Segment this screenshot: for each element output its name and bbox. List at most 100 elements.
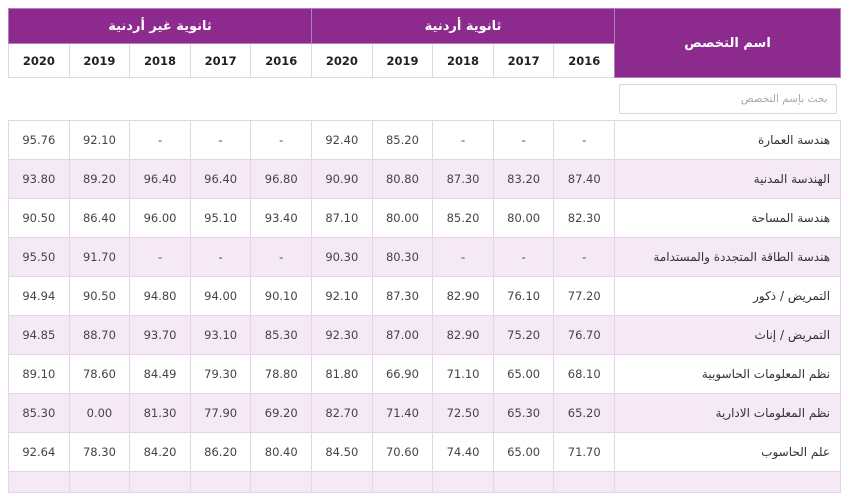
average-cell-nonjo-2018: 96.00 bbox=[129, 198, 191, 238]
average-cell-jo-2020: 84.50 bbox=[311, 432, 373, 472]
average-cell-jo-2018: 71.10 bbox=[432, 354, 494, 394]
average-cell-jo-2019: 70.60 bbox=[371, 432, 434, 472]
average-cell-jo-2019: 85.20 bbox=[371, 120, 434, 160]
table-row: علم الحاسوب 71.70 65.00 74.40 70.60 84.50 80.4… bbox=[8, 432, 842, 472]
average-cell-jo-2016: 82.30 bbox=[553, 198, 616, 238]
average-cell-jo-2016: - bbox=[553, 120, 616, 160]
average-cell-nonjo-2018: 81.30 bbox=[129, 393, 191, 433]
year-header-jo-2019: 2019 bbox=[371, 43, 434, 78]
average-cell-jo-2018: 82.90 bbox=[432, 315, 494, 355]
partial-cell bbox=[250, 471, 313, 493]
average-cell-jo-2018: 74.40 bbox=[432, 432, 494, 472]
major-name-header: اسم التخصص bbox=[614, 8, 842, 78]
year-header-jo-2020: 2020 bbox=[311, 43, 373, 78]
partial-cell bbox=[8, 471, 70, 493]
year-header-jo-2016: 2016 bbox=[553, 43, 616, 78]
average-cell-nonjo-2018: 96.40 bbox=[129, 159, 191, 199]
average-cell-nonjo-2019: 88.70 bbox=[68, 315, 131, 355]
average-cell-jo-2017: 76.10 bbox=[492, 276, 555, 316]
jordanian-group-header: ثانوية أردنية bbox=[311, 8, 616, 44]
major-name-cell: هندسة المساحة bbox=[614, 198, 842, 238]
table-row-partial bbox=[8, 471, 842, 493]
table-row: نظم المعلومات الادارية 65.20 65.30 72.50 71.… bbox=[8, 393, 842, 433]
average-cell-jo-2017: - bbox=[492, 120, 555, 160]
average-cell-jo-2019: 66.90 bbox=[371, 354, 434, 394]
major-name-cell: التمريض / إناث bbox=[614, 315, 842, 355]
average-cell-jo-2016: 68.10 bbox=[553, 354, 616, 394]
table-row: التمريض / إناث 76.70 75.20 82.90 87.00 92.30 8… bbox=[8, 315, 842, 355]
search-cell bbox=[8, 77, 841, 121]
average-cell-jo-2018: 85.20 bbox=[432, 198, 494, 238]
average-cell-jo-2020: 82.70 bbox=[311, 393, 373, 433]
average-cell-jo-2016: 65.20 bbox=[553, 393, 616, 433]
partial-cell bbox=[492, 471, 555, 493]
search-row bbox=[8, 77, 841, 121]
average-cell-jo-2020: 81.80 bbox=[311, 354, 373, 394]
average-cell-nonjo-2018: - bbox=[129, 237, 191, 277]
average-cell-jo-2019: 87.00 bbox=[371, 315, 434, 355]
table-row: هندسة العمارة - - -85.20 92.40- - -92.10 95.76 bbox=[8, 120, 842, 160]
average-cell-jo-2018: 82.90 bbox=[432, 276, 494, 316]
average-cell-jo-2017: 83.20 bbox=[492, 159, 555, 199]
average-cell-nonjo-2019: 91.70 bbox=[68, 237, 131, 277]
average-cell-nonjo-2020: 92.64 bbox=[8, 432, 70, 472]
table-row: الهندسة المدنية 87.40 83.20 87.30 80.80 90.90… bbox=[8, 159, 842, 199]
average-cell-jo-2016: 77.20 bbox=[553, 276, 616, 316]
table-row: نظم المعلومات الحاسوبية 68.10 65.00 71.10 66… bbox=[8, 354, 842, 394]
average-cell-nonjo-2016: 69.20 bbox=[250, 393, 313, 433]
year-header-nonjo-2017: 2017 bbox=[189, 43, 252, 78]
table-row: هندسة المساحة 82.30 80.00 85.20 80.00 87.10 93… bbox=[8, 198, 842, 238]
average-cell-jo-2018: - bbox=[432, 120, 494, 160]
average-cell-nonjo-2018: 84.49 bbox=[129, 354, 191, 394]
average-cell-jo-2020: 92.40 bbox=[311, 120, 373, 160]
average-cell-nonjo-2016: - bbox=[250, 237, 313, 277]
average-cell-nonjo-2018: 93.70 bbox=[129, 315, 191, 355]
average-cell-nonjo-2019: 90.50 bbox=[68, 276, 131, 316]
average-cell-nonjo-2016: 93.40 bbox=[250, 198, 313, 238]
average-cell-jo-2020: 87.10 bbox=[311, 198, 373, 238]
partial-cell bbox=[371, 471, 434, 493]
year-header-nonjo-2018: 2018 bbox=[129, 43, 191, 78]
average-cell-nonjo-2017: 77.90 bbox=[189, 393, 252, 433]
average-cell-jo-2019: 80.00 bbox=[371, 198, 434, 238]
partial-cell bbox=[311, 471, 373, 493]
average-cell-nonjo-2017: 94.00 bbox=[189, 276, 252, 316]
average-cell-nonjo-2016: 90.10 bbox=[250, 276, 313, 316]
average-cell-jo-2016: 71.70 bbox=[553, 432, 616, 472]
average-cell-jo-2017: 65.00 bbox=[492, 432, 555, 472]
major-name-cell: نظم المعلومات الادارية bbox=[614, 393, 842, 433]
average-cell-nonjo-2017: 93.10 bbox=[189, 315, 252, 355]
admission-averages-table: اسم التخصص ثانوية أردنية ثانوية غير أردن… bbox=[8, 8, 842, 493]
year-header-nonjo-2020: 2020 bbox=[8, 43, 70, 78]
average-cell-jo-2018: 87.30 bbox=[432, 159, 494, 199]
average-cell-nonjo-2020: 95.76 bbox=[8, 120, 70, 160]
average-cell-nonjo-2019: 86.40 bbox=[68, 198, 131, 238]
partial-cell bbox=[614, 471, 842, 493]
average-cell-jo-2020: 92.10 bbox=[311, 276, 373, 316]
table-row: التمريض / ذكور 77.20 76.10 82.90 87.30 92.10 9… bbox=[8, 276, 842, 316]
search-input[interactable] bbox=[618, 84, 837, 114]
average-cell-jo-2019: 80.30 bbox=[371, 237, 434, 277]
average-cell-nonjo-2020: 93.80 bbox=[8, 159, 70, 199]
average-cell-nonjo-2017: 95.10 bbox=[189, 198, 252, 238]
average-cell-nonjo-2020: 85.30 bbox=[8, 393, 70, 433]
average-cell-nonjo-2016: 96.80 bbox=[250, 159, 313, 199]
average-cell-jo-2016: 76.70 bbox=[553, 315, 616, 355]
average-cell-jo-2017: 65.30 bbox=[492, 393, 555, 433]
average-cell-nonjo-2016: 85.30 bbox=[250, 315, 313, 355]
average-cell-nonjo-2018: 84.20 bbox=[129, 432, 191, 472]
major-name-cell: الهندسة المدنية bbox=[614, 159, 842, 199]
average-cell-jo-2019: 87.30 bbox=[371, 276, 434, 316]
average-cell-nonjo-2020: 89.10 bbox=[8, 354, 70, 394]
average-cell-nonjo-2017: 79.30 bbox=[189, 354, 252, 394]
average-cell-jo-2016: - bbox=[553, 237, 616, 277]
major-name-cell: علم الحاسوب bbox=[614, 432, 842, 472]
average-cell-nonjo-2017: - bbox=[189, 237, 252, 277]
partial-cell bbox=[432, 471, 494, 493]
average-cell-nonjo-2016: 78.80 bbox=[250, 354, 313, 394]
partial-cell bbox=[189, 471, 252, 493]
average-cell-nonjo-2019: 78.60 bbox=[68, 354, 131, 394]
year-header-jo-2018: 2018 bbox=[432, 43, 494, 78]
average-cell-nonjo-2016: - bbox=[250, 120, 313, 160]
average-cell-jo-2018: - bbox=[432, 237, 494, 277]
